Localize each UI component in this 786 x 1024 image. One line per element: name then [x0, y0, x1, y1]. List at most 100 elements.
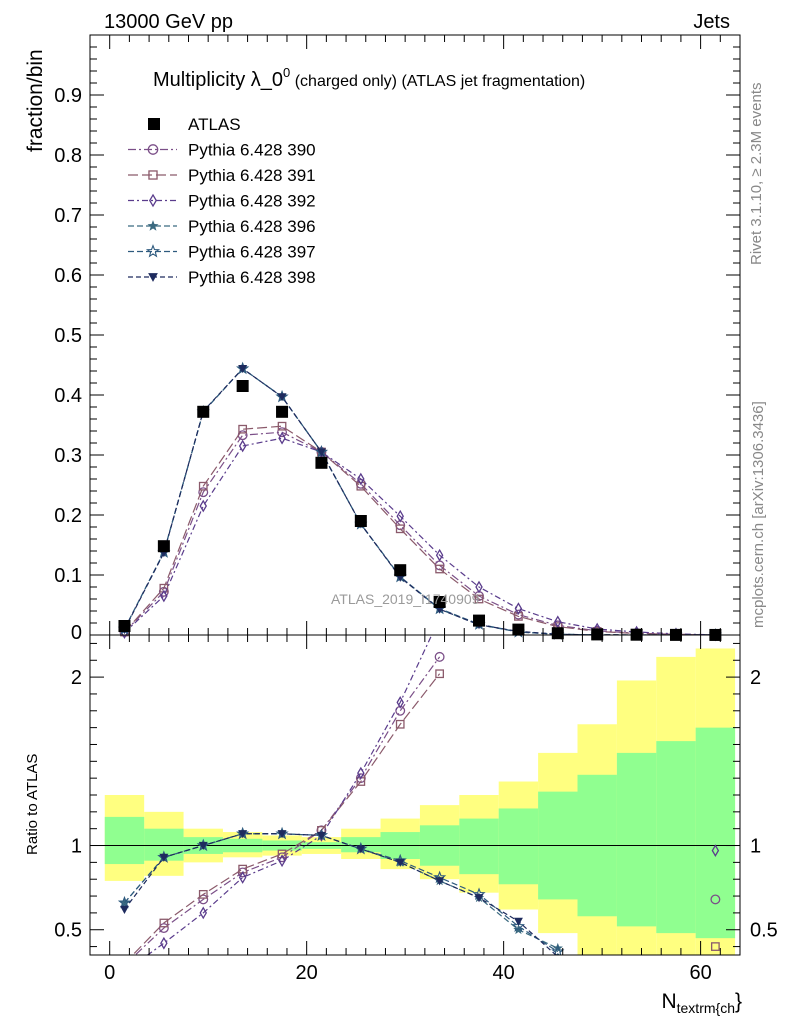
chart-title-rest: (charged only) (ATLAS jet fragmentation)	[290, 73, 585, 90]
ratio-point	[198, 841, 208, 851]
x-tick-label: 40	[493, 962, 515, 984]
legend-entry: Pythia 6.428 391	[128, 166, 316, 185]
ratio-panel	[90, 618, 740, 955]
mc-point	[514, 602, 523, 615]
legend-swatch-marker	[148, 193, 158, 208]
data-point	[512, 623, 525, 636]
legend-label: ATLAS	[188, 115, 241, 134]
x-axis-label-main: N	[661, 990, 676, 1013]
y-tick-label: 0.6	[54, 265, 82, 287]
ratio-point	[198, 894, 209, 905]
legend-label: Pythia 6.428 391	[188, 166, 316, 185]
x-axis-label-end: }	[735, 990, 742, 1013]
uncertainty-band-inner	[656, 741, 696, 934]
ratio-point	[160, 936, 168, 950]
mc-point	[238, 424, 248, 434]
ratio-point	[316, 831, 326, 840]
uncertainty-band-inner	[695, 727, 736, 939]
ratio-point	[277, 830, 287, 839]
y-tick-label: 0.2	[54, 505, 82, 527]
mc-point	[475, 580, 483, 594]
mc-point	[278, 431, 286, 445]
mc-point	[357, 472, 365, 486]
y-axis-label: fraction/bin	[24, 49, 47, 152]
ratio-point	[158, 923, 169, 934]
ratio-point	[551, 944, 565, 955]
legend-label: Pythia 6.428 396	[188, 217, 316, 236]
mc-point	[277, 421, 287, 431]
y-tick-label: 0.9	[54, 85, 82, 107]
x-tick-label: 60	[689, 962, 711, 984]
data-point	[197, 405, 210, 418]
x-tick-label: 20	[296, 962, 318, 984]
data-point	[236, 380, 249, 392]
legend-swatch-marker	[147, 144, 159, 155]
legend-entry: Pythia 6.428 398	[128, 268, 316, 287]
ratio-point	[277, 849, 287, 859]
uncertainty-band-inner	[498, 808, 539, 885]
mc-point	[238, 439, 247, 453]
ratio-point	[117, 895, 132, 909]
mc-series	[119, 427, 721, 640]
ratio-point	[238, 830, 248, 839]
y-tick-label: 0.7	[54, 205, 82, 227]
ratio-point	[396, 695, 404, 709]
header-left: 13000 GeV pp	[104, 11, 233, 33]
legend-label: Pythia 6.428 392	[188, 192, 316, 211]
ratio-tick-label: 1	[71, 836, 82, 858]
ratio-tick-label-right: 1	[750, 836, 761, 858]
ratio-point	[199, 906, 208, 920]
legend-swatch-marker	[148, 170, 158, 180]
mc-point	[395, 524, 405, 534]
ratio-point	[238, 871, 247, 884]
header-right: Jets	[693, 11, 730, 33]
mc-point	[356, 481, 366, 491]
uncertainty-band-inner	[459, 818, 499, 875]
legend-swatch-marker	[147, 220, 159, 231]
axes: 0.10.20.30.40.50.60.70.80.900.5 0.51 12 20 2…	[54, 34, 778, 984]
ratio-y-axis-label: Ratio to ATLAS	[24, 754, 41, 855]
y-tick-label: 0.1	[54, 565, 82, 587]
ratio-point	[511, 919, 526, 933]
legend-label: Pythia 6.428 390	[188, 141, 316, 160]
mc-point	[396, 509, 404, 523]
mc-series-line	[124, 437, 716, 636]
mc-point	[435, 548, 444, 562]
x-axis-label-sub: textrm{ch	[677, 1000, 735, 1016]
ratio-point	[434, 651, 445, 662]
legend-swatch-marker	[148, 273, 158, 282]
ratio-point	[435, 877, 445, 886]
ratio-point	[356, 845, 366, 854]
ratio-point	[159, 853, 169, 862]
legend-entry: Pythia 6.428 397	[128, 243, 316, 262]
legend-swatch-marker	[145, 244, 161, 258]
legend: ATLAS Pythia 6.428 390 Pythia 6.428 391 Pyt…	[128, 115, 316, 287]
rivet-label: Rivet 3.1.10, ≥ 2.3M events	[748, 83, 765, 266]
mc-point	[198, 487, 209, 498]
ratio-point	[474, 894, 484, 903]
mc-point	[199, 499, 208, 513]
watermark: ATLAS_2019_I1740909	[331, 591, 480, 607]
y-tick-label: 0.4	[54, 385, 82, 407]
legend-label: Pythia 6.428 397	[188, 243, 316, 262]
ratio-point	[435, 669, 444, 679]
mc-point	[238, 365, 248, 374]
ratio-point	[278, 854, 286, 868]
ratio-tick-label: 0.5	[54, 920, 82, 942]
ratio-series-line	[123, 833, 557, 955]
legend-label: Pythia 6.428 398	[188, 268, 316, 287]
uncertainty-band-inner	[616, 752, 657, 927]
ratio-point	[395, 719, 405, 729]
chart-title-main: Multiplicity λ_0	[153, 69, 283, 91]
data-point	[354, 515, 367, 527]
ratio-tick-label-right: 0.5	[750, 920, 778, 942]
mc-point	[474, 594, 484, 604]
uncertainty-band-inner	[104, 816, 145, 865]
ratio-point	[711, 844, 720, 857]
ratio-point	[710, 894, 721, 905]
mc-point	[198, 481, 208, 491]
legend-swatch-atlas	[148, 118, 160, 130]
mcplots-label: mcplots.cern.ch [arXiv:1306.3436]	[750, 401, 767, 628]
ratio-point	[357, 766, 365, 780]
